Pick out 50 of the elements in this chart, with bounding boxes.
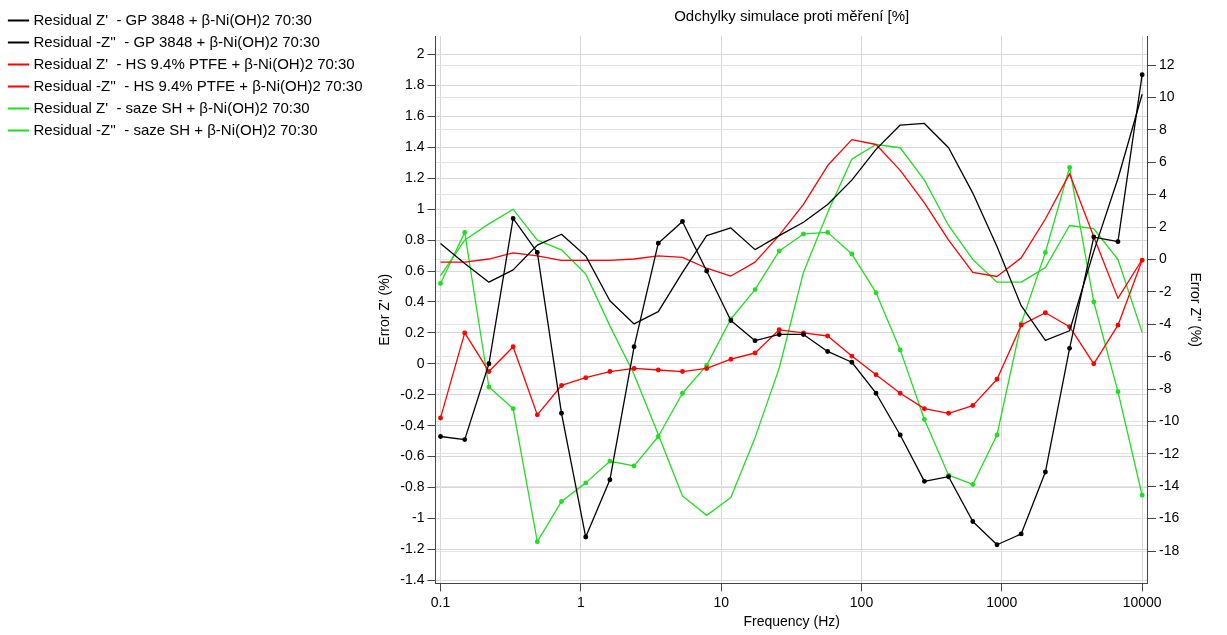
y-tick-label: 0.8 — [404, 230, 425, 247]
y2-tick-label: -6 — [1158, 347, 1172, 364]
y-tick-label: 0 — [416, 354, 425, 371]
x-tick-label: 1000 — [986, 593, 1018, 610]
y-tick-label: -0.8 — [400, 478, 425, 495]
legend-label: Residual -Z'' - GP 3848 + β-Ni(OH)2 70:30 — [33, 32, 320, 50]
y-tick-label: 1.6 — [404, 107, 425, 124]
x-tick-label: 1 — [576, 593, 585, 610]
y-axis-title: Error Z' (%) — [375, 273, 392, 346]
legend-label: Residual -Z'' - HS 9.4% PTFE + β-Ni(OH)2 70:30 — [33, 76, 363, 94]
y2-tick-label: -8 — [1158, 379, 1172, 396]
x-tick-label: 10000 — [1122, 593, 1162, 610]
y-tick-label: -0.6 — [400, 447, 425, 464]
x-tick-label: 100 — [849, 593, 874, 610]
y2-tick-label: -18 — [1158, 541, 1180, 558]
legend-label: Residual Z' - GP 3848 + β-Ni(OH)2 70:30 — [33, 10, 312, 28]
y-tick-label: -1.4 — [400, 571, 425, 588]
y2-axis-title: Error Z'' (%) — [1187, 272, 1204, 347]
y2-tick-label: -10 — [1158, 412, 1180, 429]
y-tick-label: 1.2 — [404, 169, 425, 186]
y-tick-label: 0.6 — [404, 261, 425, 278]
legend-label: Residual -Z'' - saze SH + β-Ni(OH)2 70:30 — [33, 120, 318, 138]
x-tick-label: 10 — [713, 593, 730, 610]
y-tick-label: 1.4 — [404, 138, 425, 155]
legend-label: Residual Z' - HS 9.4% PTFE + β-Ni(OH)2 70:30 — [33, 54, 355, 72]
y2-tick-label: -2 — [1158, 282, 1172, 299]
y-tick-label: -1.2 — [400, 540, 425, 557]
x-tick-label: 0.1 — [430, 593, 451, 610]
y2-tick-label: 2 — [1158, 217, 1167, 234]
legend-label: Residual Z' - saze SH + β-Ni(OH)2 70:30 — [33, 98, 310, 116]
y2-tick-label: -12 — [1158, 444, 1180, 461]
y2-tick-label: 10 — [1158, 88, 1175, 105]
y-tick-label: 0.4 — [404, 292, 425, 309]
y-tick-label: -1 — [412, 509, 425, 526]
y-tick-label: 1.8 — [404, 76, 425, 93]
chart-title: Odchylky simulace proti měření [%] — [674, 7, 910, 25]
y-tick-label: 1 — [416, 200, 425, 217]
x-axis-title: Frequency (Hz) — [743, 613, 840, 630]
y2-tick-label: 4 — [1158, 185, 1167, 202]
y2-tick-label: 0 — [1158, 250, 1167, 267]
y2-tick-label: 12 — [1158, 56, 1175, 73]
y-tick-label: 2 — [416, 45, 425, 62]
y2-tick-label: -14 — [1158, 477, 1180, 494]
y2-tick-label: 8 — [1158, 120, 1167, 137]
y-tick-label: 0.2 — [404, 323, 425, 340]
y-tick-label: -0.4 — [400, 416, 425, 433]
y-tick-label: -0.2 — [400, 385, 425, 402]
y2-tick-label: -16 — [1158, 509, 1180, 526]
y2-tick-label: 6 — [1158, 153, 1167, 170]
y2-tick-label: -4 — [1158, 315, 1172, 332]
